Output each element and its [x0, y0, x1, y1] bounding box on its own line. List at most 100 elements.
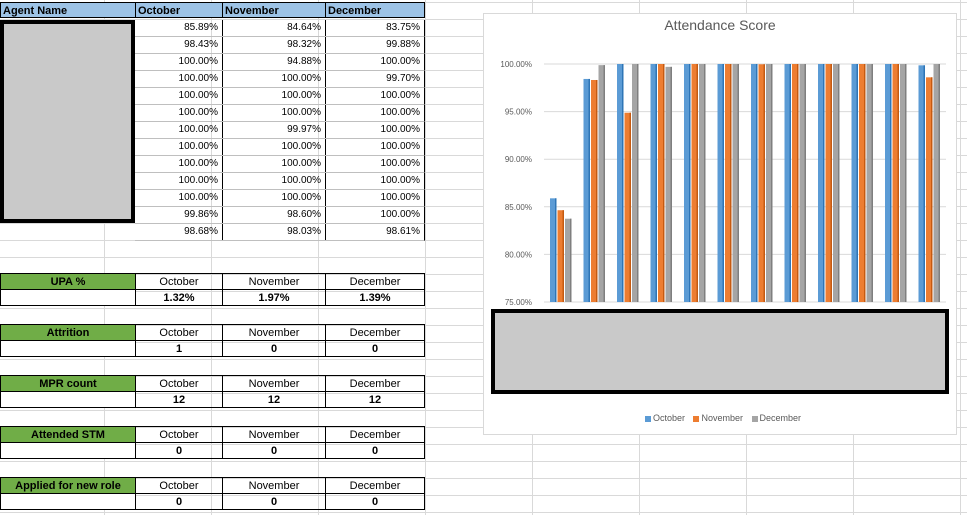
bar-december-10[interactable]	[866, 64, 874, 302]
bar-december-5[interactable]	[699, 64, 706, 302]
attendance-cell[interactable]: 100.00%	[325, 173, 425, 190]
attendance-chart[interactable]: Attendance Score 100.00% 95.00% 90.00% 85.0…	[483, 13, 957, 435]
attendance-cell[interactable]: 99.86%	[135, 207, 223, 224]
attendance-cell[interactable]: 98.68%	[135, 224, 223, 241]
attendance-cell[interactable]: 100.00%	[325, 105, 425, 122]
metric-value[interactable]: 0	[325, 442, 425, 459]
bar-october-12[interactable]	[918, 65, 926, 303]
bar-december-9[interactable]	[833, 64, 840, 302]
bar-october-7[interactable]	[751, 64, 758, 302]
metric-month-header[interactable]: December	[325, 375, 425, 392]
bar-october-10[interactable]	[851, 64, 859, 302]
metric-label[interactable]: Attended STM	[0, 426, 136, 443]
bar-december-8[interactable]	[799, 64, 807, 302]
bar-october-2[interactable]	[583, 78, 591, 302]
attendance-cell[interactable]: 100.00%	[135, 156, 223, 173]
bar-december-3[interactable]	[632, 64, 639, 302]
attendance-cell[interactable]: 98.60%	[222, 207, 326, 224]
bar-november-8[interactable]	[792, 64, 799, 302]
attendance-cell[interactable]: 99.97%	[222, 122, 326, 139]
attendance-cell[interactable]: 100.00%	[222, 173, 326, 190]
metric-month-header[interactable]: November	[222, 324, 326, 341]
attendance-cell[interactable]: 100.00%	[222, 156, 326, 173]
metric-label[interactable]: Applied for new role	[0, 477, 136, 494]
bar-december-6[interactable]	[732, 64, 740, 302]
attendance-cell[interactable]: 100.00%	[135, 139, 223, 156]
metric-value[interactable]: 0	[135, 442, 223, 459]
attendance-cell[interactable]: 99.88%	[325, 37, 425, 54]
bar-october-11[interactable]	[885, 64, 892, 302]
metric-month-header[interactable]: October	[135, 477, 223, 494]
bar-december-12[interactable]	[933, 64, 941, 302]
bar-october-3[interactable]	[617, 64, 624, 302]
metric-month-header[interactable]: November	[222, 273, 326, 290]
bar-november-11[interactable]	[892, 64, 900, 302]
metric-value[interactable]: 1	[135, 340, 223, 357]
bar-october-5[interactable]	[684, 64, 691, 302]
attendance-cell[interactable]: 100.00%	[325, 207, 425, 224]
metric-month-header[interactable]: December	[325, 426, 425, 443]
metric-value[interactable]: 1.32%	[135, 289, 223, 306]
attendance-cell[interactable]: 85.89%	[135, 20, 223, 37]
attendance-cell[interactable]: 100.00%	[325, 54, 425, 71]
metric-value[interactable]: 0	[222, 442, 326, 459]
header-november[interactable]: November	[222, 2, 326, 18]
metric-month-header[interactable]: December	[325, 273, 425, 290]
attendance-cell[interactable]: 100.00%	[135, 54, 223, 71]
attendance-cell[interactable]: 100.00%	[325, 190, 425, 207]
metric-value[interactable]: 12	[222, 391, 326, 408]
bar-november-2[interactable]	[591, 79, 598, 303]
attendance-cell[interactable]: 100.00%	[222, 88, 326, 105]
metric-month-header[interactable]: October	[135, 426, 223, 443]
metric-value[interactable]: 12	[325, 391, 425, 408]
metric-value[interactable]: 0	[222, 340, 326, 357]
bar-december-4[interactable]	[665, 66, 673, 302]
bar-october-9[interactable]	[818, 64, 825, 302]
attendance-cell[interactable]: 94.88%	[222, 54, 326, 71]
bar-november-5[interactable]	[691, 64, 699, 302]
bar-december-11[interactable]	[900, 64, 907, 302]
metric-blank-cell[interactable]	[0, 289, 136, 306]
bar-november-1[interactable]	[557, 210, 565, 302]
bar-november-6[interactable]	[725, 64, 732, 302]
metric-month-header[interactable]: October	[135, 273, 223, 290]
metric-month-header[interactable]: November	[222, 477, 326, 494]
attendance-cell[interactable]: 100.00%	[325, 88, 425, 105]
bar-november-9[interactable]	[825, 64, 833, 302]
metric-label[interactable]: UPA %	[0, 273, 136, 290]
metric-value[interactable]: 12	[135, 391, 223, 408]
bar-november-4[interactable]	[658, 64, 665, 302]
bar-november-10[interactable]	[859, 64, 866, 302]
attendance-cell[interactable]: 98.43%	[135, 37, 223, 54]
bar-november-12[interactable]	[926, 77, 933, 302]
header-december[interactable]: December	[325, 2, 425, 18]
metric-value[interactable]: 0	[325, 340, 425, 357]
bar-december-7[interactable]	[766, 64, 773, 302]
attendance-cell[interactable]: 100.00%	[325, 139, 425, 156]
metric-month-header[interactable]: December	[325, 477, 425, 494]
metric-month-header[interactable]: November	[222, 375, 326, 392]
header-agent-name[interactable]: Agent Name	[0, 2, 136, 18]
attendance-cell[interactable]: 98.32%	[222, 37, 326, 54]
bar-october-6[interactable]	[717, 64, 725, 302]
attendance-cell[interactable]: 100.00%	[135, 71, 223, 88]
attendance-cell[interactable]: 100.00%	[135, 122, 223, 139]
metric-value[interactable]: 1.97%	[222, 289, 326, 306]
attendance-cell[interactable]: 99.70%	[325, 71, 425, 88]
metric-label[interactable]: MPR count	[0, 375, 136, 392]
metric-value[interactable]: 0	[325, 493, 425, 510]
attendance-cell[interactable]: 83.75%	[325, 20, 425, 37]
metric-month-header[interactable]: October	[135, 324, 223, 341]
metric-label[interactable]: Attrition	[0, 324, 136, 341]
metric-month-header[interactable]: December	[325, 324, 425, 341]
bar-october-1[interactable]	[550, 198, 557, 302]
attendance-cell[interactable]: 100.00%	[135, 190, 223, 207]
bar-november-3[interactable]	[624, 112, 632, 302]
metric-blank-cell[interactable]	[0, 340, 136, 357]
attendance-cell[interactable]: 98.03%	[222, 224, 326, 241]
bar-october-4[interactable]	[650, 64, 658, 302]
attendance-cell[interactable]: 98.61%	[325, 224, 425, 241]
metric-month-header[interactable]: October	[135, 375, 223, 392]
attendance-cell[interactable]: 100.00%	[222, 71, 326, 88]
bar-october-8[interactable]	[784, 64, 792, 302]
